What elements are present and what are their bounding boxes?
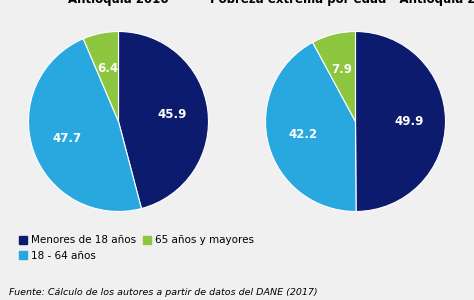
Wedge shape [118, 32, 209, 208]
Wedge shape [28, 39, 141, 212]
Wedge shape [265, 42, 356, 212]
Text: 7.9: 7.9 [332, 63, 353, 76]
Text: 6.4: 6.4 [97, 62, 118, 75]
Text: 47.7: 47.7 [53, 133, 82, 146]
Text: 49.9: 49.9 [395, 115, 424, 128]
Text: 45.9: 45.9 [157, 108, 187, 121]
Legend: Menores de 18 años, 18 - 64 años, 65 años y mayores: Menores de 18 años, 18 - 64 años, 65 año… [15, 231, 258, 265]
Title: Pobreza moderada por edad -
Antioquia 2016: Pobreza moderada por edad - Antioquia 20… [20, 0, 217, 6]
Title: Pobreza extrema por edad - Antioquia 2016: Pobreza extrema por edad - Antioquia 201… [210, 0, 474, 6]
Wedge shape [356, 32, 446, 212]
Text: Fuente: Cálculo de los autores a partir de datos del DANE (2017): Fuente: Cálculo de los autores a partir … [9, 288, 318, 297]
Wedge shape [313, 32, 356, 122]
Wedge shape [83, 32, 118, 122]
Text: 42.2: 42.2 [289, 128, 318, 141]
